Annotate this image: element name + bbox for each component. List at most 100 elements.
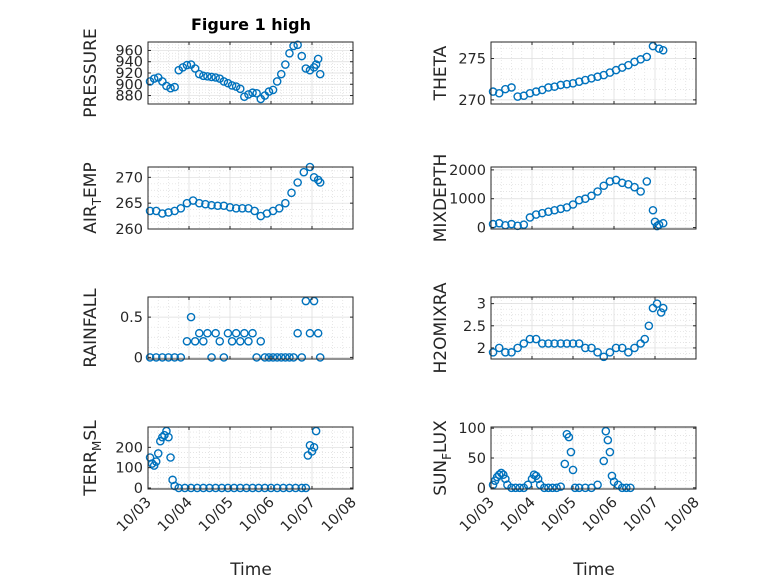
x-tick-label: 10/08: [662, 495, 703, 536]
data-point: [624, 348, 633, 357]
data-point: [164, 432, 173, 442]
y-tick-label: 940: [115, 55, 143, 71]
data-point: [560, 459, 570, 469]
data-point: [285, 48, 294, 58]
x-tick-label: 10/04: [155, 495, 196, 536]
data-point: [158, 209, 167, 218]
data-point: [525, 334, 535, 344]
y-axis-label: PRESSURE: [81, 28, 101, 117]
data-point: [244, 336, 253, 346]
data-point: [648, 303, 658, 313]
y-tick-label: 275: [458, 52, 486, 68]
axes-box: [490, 41, 697, 105]
data-point: [149, 461, 159, 470]
data-point: [507, 483, 516, 493]
subplot-2: 270 275 THETA: [431, 41, 697, 109]
data-point: [303, 451, 313, 460]
data-point: [211, 328, 220, 338]
data-point: [515, 483, 525, 493]
data-point: [180, 483, 190, 493]
data-point: [523, 480, 533, 490]
data-point: [599, 181, 609, 191]
data-point: [207, 353, 216, 362]
data-point: [309, 443, 319, 452]
x-axis-label-left: Time: [229, 560, 272, 580]
data-point: [231, 204, 241, 213]
data-point: [256, 336, 266, 346]
data-point: [313, 328, 323, 338]
data-point: [301, 296, 311, 306]
data-point: [250, 206, 259, 216]
data-point: [178, 63, 188, 72]
data-point: [192, 483, 202, 493]
data-point: [519, 339, 529, 348]
y-tick-label: 960: [115, 43, 143, 59]
data-point: [166, 83, 175, 93]
data-point: [149, 74, 159, 83]
data-point: [658, 45, 668, 55]
axes-box: [147, 166, 354, 230]
axes-box: [490, 166, 697, 230]
data-point: [299, 167, 309, 177]
y-axis-label: AIRTEMP: [81, 162, 104, 233]
data-point: [281, 353, 290, 362]
data-point: [190, 64, 200, 73]
data-point: [501, 84, 510, 94]
x-tick-label: 10/07: [621, 495, 662, 536]
data-point: [540, 483, 549, 493]
data-point: [313, 54, 323, 64]
data-point: [190, 336, 200, 346]
data-point: [291, 483, 300, 493]
data-point: [293, 40, 302, 50]
y-label-rest: SL: [81, 420, 101, 441]
y-tick-label: 100: [115, 461, 143, 477]
y-axis-label: SUNFLUX: [431, 420, 454, 496]
data-point: [307, 447, 317, 456]
data-point: [207, 200, 216, 210]
data-point: [642, 52, 652, 62]
data-point: [511, 483, 520, 493]
data-point: [513, 343, 522, 353]
data-point: [293, 328, 302, 338]
data-point: [248, 88, 257, 98]
data-point: [199, 483, 208, 493]
data-point: [237, 204, 247, 213]
data-point: [552, 483, 561, 493]
data-point: [240, 328, 249, 338]
data-point: [593, 348, 602, 357]
data-point: [252, 88, 261, 98]
data-point: [297, 51, 307, 61]
data-point: [537, 339, 547, 348]
data-point: [213, 201, 222, 211]
data-point: [182, 60, 192, 70]
y-tick-label: 2.5: [463, 319, 486, 335]
data-point: [544, 339, 553, 348]
data-point: [281, 198, 290, 208]
y-label-rest: EMP: [81, 162, 101, 198]
data-point: [603, 435, 613, 445]
data-point: [244, 90, 253, 99]
data-point: [205, 483, 214, 493]
data-point: [164, 353, 173, 362]
data-point: [630, 182, 639, 192]
data-point: [276, 69, 286, 79]
data-point: [531, 334, 541, 344]
data-point: [186, 312, 196, 322]
data-point: [285, 483, 294, 493]
y-tick-label: 270: [115, 170, 143, 186]
data-point: [240, 92, 249, 101]
data-point: [311, 426, 321, 436]
data-point: [194, 69, 204, 79]
data-point: [272, 77, 282, 86]
data-point: [568, 200, 578, 209]
data-point: [593, 480, 602, 490]
y-tick-label: 50: [468, 451, 486, 467]
data-point: [153, 449, 163, 458]
data-point: [587, 191, 596, 201]
data-point: [158, 353, 167, 362]
data-point: [574, 483, 584, 493]
data-point: [272, 483, 282, 493]
data-point: [550, 339, 559, 348]
